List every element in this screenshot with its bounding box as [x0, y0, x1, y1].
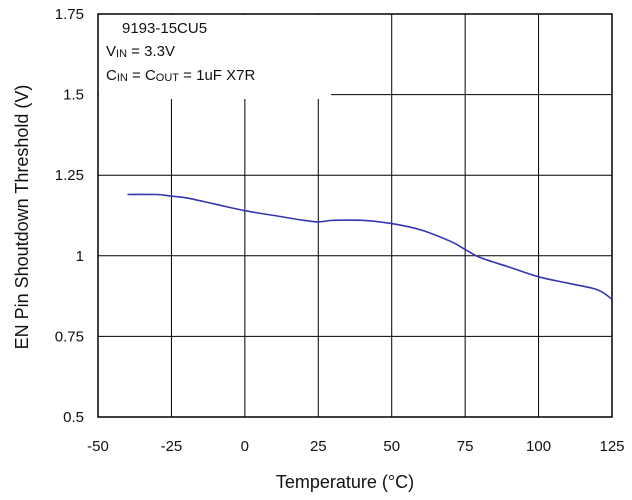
- series-line: [127, 193, 613, 300]
- x-tick-label: 0: [241, 438, 249, 455]
- y-tick-label: 1: [76, 248, 84, 265]
- x-tick-label: -50: [87, 438, 109, 455]
- y-tick-label: 1.25: [55, 167, 84, 184]
- annotation-part-number: 9193-15CU5: [122, 20, 207, 37]
- x-tick-label: 25: [310, 438, 327, 455]
- y-tick-label: 1.75: [55, 6, 84, 23]
- annotation-vin: VIN = 3.3V: [106, 43, 175, 60]
- x-tick-label: 125: [599, 438, 624, 455]
- x-tick-labels: -50 -25 0 25 50 75 100 125: [87, 438, 624, 455]
- x-tick-label: -25: [161, 438, 183, 455]
- y-tick-label: 1.5: [63, 87, 84, 104]
- x-tick-label: 50: [383, 438, 400, 455]
- y-tick-label: 0.75: [55, 328, 84, 345]
- annotation-box: [99, 15, 331, 99]
- y-tick-labels: 0.5 0.75 1 1.25 1.5 1.75: [55, 6, 84, 426]
- x-tick-label: 100: [526, 438, 551, 455]
- y-axis-title: EN Pin Shoutdown Threshold (V): [12, 85, 32, 350]
- y-tick-label: 0.5: [63, 409, 84, 426]
- x-tick-label: 75: [457, 438, 474, 455]
- annotation-caps: CIN = COUT = 1uF X7R: [106, 67, 255, 84]
- plot-frame: [97, 13, 613, 418]
- x-axis-title: Temperature (°C): [276, 472, 414, 492]
